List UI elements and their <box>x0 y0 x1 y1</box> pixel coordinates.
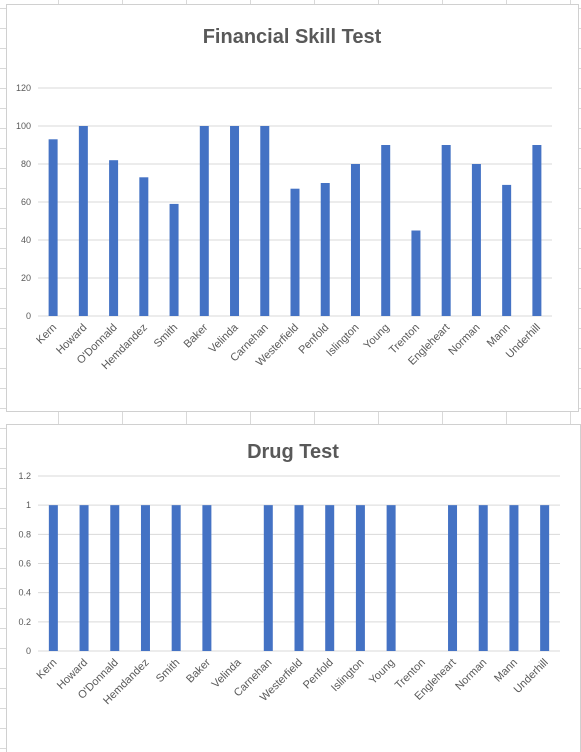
y-tick-label: 40 <box>21 235 31 245</box>
bar[interactable] <box>199 126 209 316</box>
bar[interactable] <box>139 177 149 316</box>
bar[interactable] <box>78 126 88 316</box>
y-tick-label: 1.2 <box>18 471 31 481</box>
x-category-label: Baker <box>182 321 211 350</box>
bar[interactable] <box>79 505 89 651</box>
x-category-label: Smith <box>152 322 180 350</box>
bar[interactable] <box>381 145 391 316</box>
bar[interactable] <box>202 505 212 651</box>
chart-1-plot: 020406080100120KernHowardO'DonnaldHemdan… <box>16 83 552 372</box>
y-tick-label: 0.6 <box>18 559 31 569</box>
bar[interactable] <box>532 145 542 316</box>
chart-2-svg: Drug Test 00.20.40.60.811.2KernHowardO'D… <box>18 441 560 707</box>
bar[interactable] <box>386 505 396 651</box>
chart-title: Financial Skill Test <box>203 26 382 48</box>
bar[interactable] <box>169 203 179 316</box>
chart-1-svg: Financial Skill Test 0 20 40 60 80 100 120 Kern… <box>16 26 552 372</box>
bar[interactable] <box>290 188 300 316</box>
y-tick-label: 80 <box>21 159 31 169</box>
bar[interactable] <box>355 505 365 651</box>
x-category-label: Mann <box>485 322 513 350</box>
bar[interactable] <box>509 505 519 651</box>
chart-2-plot: 00.20.40.60.811.2KernHowardO'DonnaldHemd… <box>18 471 560 707</box>
bar[interactable] <box>471 164 481 316</box>
bar[interactable] <box>171 505 181 651</box>
x-category-label: Norman <box>453 657 489 693</box>
x-category-label: Mann <box>492 657 520 685</box>
x-category-label: Kern <box>34 322 59 347</box>
bar[interactable] <box>294 505 304 651</box>
bar[interactable] <box>109 160 119 316</box>
chart-drug-test[interactable]: Drug Test 0 0.2 0.4 0.6 0.8 1 1.2 Kern Howard O'D… <box>6 424 581 752</box>
bar[interactable] <box>411 230 421 317</box>
x-category-label: Norman <box>446 322 482 358</box>
bar[interactable] <box>448 505 458 651</box>
bar[interactable] <box>441 145 451 316</box>
y-tick-label: 0 <box>26 646 31 656</box>
y-tick-label: 0.8 <box>18 529 31 539</box>
bar[interactable] <box>110 505 120 651</box>
x-category-label: Smith <box>154 657 182 685</box>
bar[interactable] <box>48 505 58 651</box>
y-tick-label: 1 <box>26 500 31 510</box>
x-category-label: Islington <box>324 322 361 359</box>
bar[interactable] <box>140 505 150 651</box>
bar[interactable] <box>260 126 270 316</box>
y-tick-label: 20 <box>21 273 31 283</box>
y-tick-label: 60 <box>21 197 31 207</box>
bar[interactable] <box>350 164 360 316</box>
y-tick-label: 100 <box>16 121 31 131</box>
x-category-label: Kern <box>35 657 60 682</box>
y-tick-label: 0.2 <box>18 617 31 627</box>
y-tick-label: 120 <box>16 83 31 93</box>
bar[interactable] <box>478 505 488 651</box>
bar[interactable] <box>325 505 335 651</box>
bar[interactable] <box>263 505 273 651</box>
bar[interactable] <box>230 126 240 316</box>
x-category-label: Islington <box>329 657 366 694</box>
y-tick-label: 0 <box>26 311 31 321</box>
chart-financial-skill-test[interactable]: Financial Skill Test 0 20 40 60 80 100 120 Kern… <box>6 4 579 412</box>
x-category-label: Baker <box>184 656 213 685</box>
y-tick-label: 0.4 <box>18 588 31 598</box>
bar[interactable] <box>320 183 330 316</box>
chart-title: Drug Test <box>247 441 339 463</box>
bar[interactable] <box>540 505 550 651</box>
bar[interactable] <box>48 139 58 316</box>
bar[interactable] <box>502 184 512 316</box>
